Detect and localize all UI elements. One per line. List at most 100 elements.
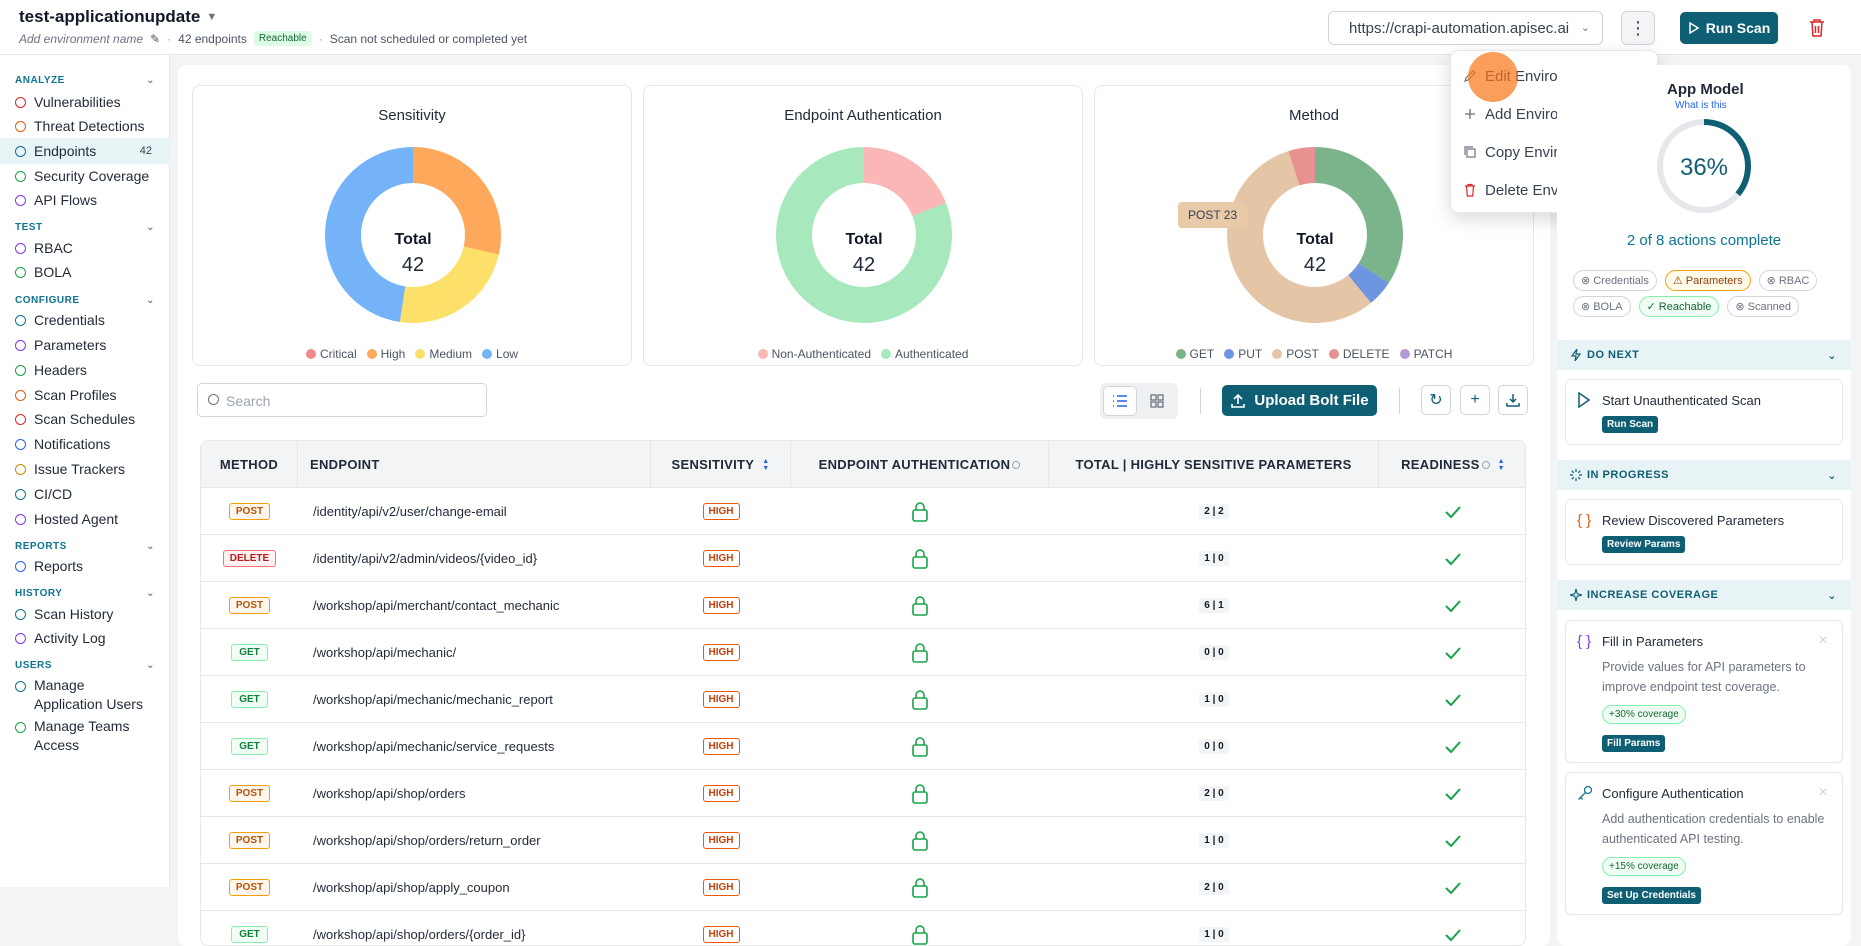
download-button[interactable] (1498, 385, 1528, 415)
sidebar-item-threat-detections[interactable]: Threat Detections (0, 113, 170, 139)
sidebar-item-manage-teams-access[interactable]: Manage Teams Access (0, 713, 170, 757)
section-history[interactable]: HISTORY ⌄ (15, 588, 155, 599)
legend-item-get[interactable]: GET (1175, 347, 1214, 361)
table-row[interactable]: POST/workshop/api/shop/apply_coupon HIGH 2… (201, 864, 1525, 911)
slice-delete[interactable] (1288, 147, 1315, 186)
more-options-button[interactable]: ⋮ (1621, 11, 1655, 45)
endpoint-path[interactable]: /workshop/api/shop/orders/{order_id} (313, 927, 526, 942)
sidebar-item-scan-schedules[interactable]: Scan Schedules (0, 406, 170, 432)
table-row[interactable]: GET/workshop/api/mechanic/mechanic_repor… (201, 676, 1525, 723)
sidebar-item-credentials[interactable]: Credentials (0, 307, 170, 333)
set-up-credentials-button[interactable]: Set Up Credentials (1602, 887, 1701, 904)
legend-item-critical[interactable]: Critical (305, 347, 357, 361)
legend-item-put[interactable]: PUT (1224, 347, 1262, 361)
sidebar-item-scan-profiles[interactable]: Scan Profiles (0, 382, 170, 408)
column-readiness[interactable]: READINESS ▲ ▼ (1401, 457, 1505, 472)
section-test[interactable]: TEST ⌄ (15, 222, 155, 233)
pencil-icon[interactable]: ✎ (150, 31, 161, 46)
section-increase-coverage[interactable]: INCREASE COVERAGE ⌄ (1557, 580, 1851, 610)
sensitivity-donut[interactable] (323, 145, 503, 325)
sidebar-item-api-flows[interactable]: API Flows (0, 187, 170, 213)
search-input[interactable]: Search (197, 383, 487, 417)
table-row[interactable]: GET/workshop/api/shop/orders/{order_id} H… (201, 911, 1525, 945)
sidebar-item-bola[interactable]: BOLA (0, 259, 170, 285)
table-row[interactable]: POST/workshop/api/shop/orders HIGH 2 | 0 (201, 770, 1525, 817)
table-row[interactable]: POST/identity/api/v2/user/change-email HI… (201, 488, 1525, 535)
slice-low[interactable] (325, 147, 413, 323)
legend-item-medium[interactable]: Medium (415, 347, 472, 361)
auth-donut[interactable] (774, 145, 954, 325)
column-sensitivity[interactable]: SENSITIVITY ▲ ▼ (651, 441, 791, 488)
sort-icon[interactable]: ▲ ▼ (1497, 457, 1505, 472)
refresh-button[interactable]: ↻ (1421, 385, 1451, 415)
method-donut[interactable] (1225, 145, 1405, 325)
endpoint-path[interactable]: /workshop/api/shop/apply_coupon (313, 880, 510, 895)
endpoint-path[interactable]: /workshop/api/shop/orders/return_order (313, 833, 541, 848)
environment-selector[interactable]: test-applicationupdate ▼ (19, 7, 217, 27)
table-row[interactable]: DELETE/identity/api/v2/admin/videos/{vid… (201, 535, 1525, 582)
slice-high[interactable] (413, 147, 501, 255)
what-is-this-link[interactable]: What is this (1675, 100, 1727, 111)
legend-item-post[interactable]: POST (1272, 347, 1319, 361)
endpoint-path[interactable]: /workshop/api/shop/orders (313, 786, 466, 801)
slice-medium[interactable] (399, 246, 499, 323)
sidebar-item-issue-trackers[interactable]: Issue Trackers (0, 456, 170, 482)
sidebar-item-security-coverage[interactable]: Security Coverage (0, 163, 170, 189)
legend-item-high[interactable]: High (366, 347, 405, 361)
endpoint-path[interactable]: /workshop/api/mechanic/service_requests (313, 739, 555, 754)
add-environment-name-link[interactable]: Add environment name (19, 31, 144, 46)
legend-item-delete[interactable]: DELETE (1328, 347, 1390, 361)
legend-item-low[interactable]: Low (482, 347, 518, 361)
sidebar-item-rbac[interactable]: RBAC (0, 235, 170, 261)
trash-icon[interactable] (1808, 18, 1826, 38)
close-icon[interactable]: ✕ (1817, 633, 1828, 647)
endpoint-path[interactable]: /workshop/api/mechanic/mechanic_report (313, 692, 553, 707)
sidebar-item-notifications[interactable]: Notifications (0, 431, 170, 457)
table-row[interactable]: GET/workshop/api/mechanic/HIGH 0 | 0 (201, 629, 1525, 676)
slice-get[interactable] (1315, 147, 1403, 283)
table-row[interactable]: POST/workshop/api/shop/orders/return_ord… (201, 817, 1525, 864)
sidebar-item-vulnerabilities[interactable]: Vulnerabilities (0, 89, 170, 115)
table-row[interactable]: POST/workshop/api/merchant/contact_mecha… (201, 582, 1525, 629)
slice-authenticated[interactable] (776, 147, 952, 323)
slice-non-authenticated[interactable] (864, 147, 946, 217)
info-icon[interactable] (1012, 460, 1021, 469)
slice-put[interactable] (1348, 263, 1389, 303)
slice-post[interactable] (1227, 151, 1371, 323)
add-button[interactable]: + (1460, 385, 1490, 415)
sidebar-item-parameters[interactable]: Parameters (0, 332, 170, 358)
sidebar-item-reports[interactable]: Reports (0, 553, 170, 579)
section-users[interactable]: USERS ⌄ (15, 660, 155, 671)
grid-view-button[interactable] (1140, 386, 1174, 416)
sidebar-item-scan-history[interactable]: Scan History (0, 601, 170, 627)
info-icon[interactable] (1481, 460, 1490, 469)
section-analyze[interactable]: ANALYZE ⌄ (15, 75, 155, 86)
sidebar-item-activity-log[interactable]: Activity Log (0, 625, 170, 651)
endpoint-path[interactable]: /identity/api/v2/user/change-email (313, 504, 507, 519)
fill-params-button[interactable]: Fill Params (1602, 735, 1666, 752)
table-row[interactable]: GET/workshop/api/mechanic/service_reques… (201, 723, 1525, 770)
close-icon[interactable]: ✕ (1817, 785, 1828, 799)
endpoint-path[interactable]: /workshop/api/merchant/contact_mechanic (313, 598, 560, 613)
sidebar-item-hosted-agent[interactable]: Hosted Agent (0, 506, 170, 532)
sidebar-item-headers[interactable]: Headers (0, 357, 170, 383)
review-params-button[interactable]: Review Params (1602, 536, 1686, 553)
sidebar-item-ci-cd[interactable]: CI/CD (0, 481, 170, 507)
legend-item-patch[interactable]: PATCH (1399, 347, 1452, 361)
run-scan-button[interactable]: Run Scan (1680, 12, 1778, 44)
endpoint-path[interactable]: /workshop/api/mechanic/ (313, 645, 457, 660)
list-view-button[interactable] (1103, 386, 1137, 416)
run-scan-task-button[interactable]: Run Scan (1602, 416, 1659, 433)
section-configure[interactable]: CONFIGURE ⌄ (15, 295, 155, 306)
section-reports[interactable]: REPORTS ⌄ (15, 541, 155, 552)
section-in-progress[interactable]: IN PROGRESS ⌄ (1557, 460, 1851, 490)
upload-bolt-file-button[interactable]: Upload Bolt File (1222, 385, 1377, 416)
section-do-next[interactable]: DO NEXT ⌄ (1557, 340, 1851, 370)
legend-item-non-authenticated[interactable]: Non-Authenticated (757, 347, 871, 361)
endpoint-path[interactable]: /identity/api/v2/admin/videos/{video_id} (313, 551, 538, 566)
sidebar-item-endpoints[interactable]: Endpoints 42 (0, 138, 170, 164)
sort-icon[interactable]: ▲ ▼ (762, 457, 770, 472)
url-select[interactable]: https://crapi-automation.apisec.ai ⌄ (1328, 11, 1603, 45)
legend-item-authenticated[interactable]: Authenticated (881, 347, 968, 361)
sidebar-item-manage-application-users[interactable]: Manage Application Users (0, 672, 170, 716)
